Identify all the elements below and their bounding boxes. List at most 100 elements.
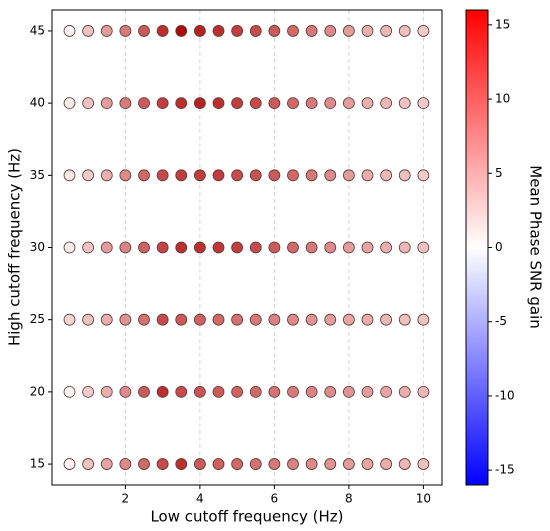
point <box>342 313 355 326</box>
point <box>82 313 95 326</box>
point <box>175 241 188 254</box>
point <box>398 241 411 254</box>
colorbar-tick-label: 0 <box>495 240 503 254</box>
y-tick-label: 25 <box>30 312 45 326</box>
point <box>82 385 95 398</box>
point <box>249 241 262 254</box>
point <box>342 458 355 470</box>
point <box>249 97 262 110</box>
point <box>268 25 281 37</box>
x-tick-label: 6 <box>271 492 279 506</box>
y-tick-label: 30 <box>30 240 45 254</box>
point <box>324 313 337 326</box>
point <box>138 458 150 470</box>
point <box>119 241 132 254</box>
point <box>156 385 169 398</box>
point <box>119 385 132 398</box>
x-tick-label: 8 <box>345 492 353 506</box>
point <box>361 25 374 37</box>
point <box>268 241 281 254</box>
point <box>287 458 299 470</box>
point <box>100 313 113 326</box>
point <box>138 241 150 254</box>
point <box>287 385 299 398</box>
point <box>398 25 411 37</box>
point <box>417 97 430 110</box>
point <box>342 169 355 182</box>
point <box>417 169 430 182</box>
point <box>361 458 374 470</box>
point <box>249 169 262 182</box>
point <box>63 313 76 326</box>
point <box>305 385 318 398</box>
point <box>212 169 225 182</box>
point <box>212 385 225 398</box>
point <box>100 385 113 398</box>
point <box>193 97 206 110</box>
point <box>212 25 225 37</box>
point <box>287 241 299 254</box>
point <box>305 25 318 37</box>
point <box>398 313 411 326</box>
point <box>380 241 393 254</box>
x-tick-label: 4 <box>196 492 204 506</box>
colorbar-tick-label: -10 <box>495 388 515 402</box>
point <box>156 313 169 326</box>
point <box>231 97 244 110</box>
point <box>63 458 76 470</box>
point <box>193 385 206 398</box>
point <box>417 385 430 398</box>
plot-frame <box>51 9 443 486</box>
point <box>82 458 95 470</box>
point <box>249 385 262 398</box>
point <box>380 169 393 182</box>
point <box>175 458 188 470</box>
y-tick-label: 40 <box>30 96 45 110</box>
point <box>193 169 206 182</box>
point <box>193 458 206 470</box>
point <box>305 458 318 470</box>
point <box>231 241 244 254</box>
point <box>82 97 95 110</box>
point <box>100 241 113 254</box>
point <box>268 313 281 326</box>
point <box>138 25 150 37</box>
point <box>380 313 393 326</box>
point <box>212 97 225 110</box>
point <box>156 241 169 254</box>
point <box>175 25 188 37</box>
point <box>380 458 393 470</box>
point <box>63 97 76 110</box>
point <box>287 313 299 326</box>
colorbar-tick-label: -15 <box>495 463 515 477</box>
point <box>305 97 318 110</box>
point <box>380 25 393 37</box>
point <box>138 385 150 398</box>
point <box>231 313 244 326</box>
point <box>324 25 337 37</box>
point <box>119 313 132 326</box>
point <box>100 458 113 470</box>
point <box>398 169 411 182</box>
point <box>100 25 113 37</box>
point <box>398 97 411 110</box>
point <box>324 241 337 254</box>
point <box>305 241 318 254</box>
colorbar <box>465 9 489 486</box>
point <box>63 25 76 37</box>
point <box>193 241 206 254</box>
y-tick-label: 45 <box>30 23 45 37</box>
point <box>82 169 95 182</box>
y-tick-label: 15 <box>30 457 45 471</box>
point <box>380 97 393 110</box>
point <box>119 97 132 110</box>
point <box>138 97 150 110</box>
point <box>82 25 95 37</box>
x-tick-label: 2 <box>122 492 130 506</box>
point <box>324 458 337 470</box>
point <box>63 169 76 182</box>
colorbar-tick-label: 15 <box>495 17 510 31</box>
point <box>417 458 430 470</box>
point <box>156 458 169 470</box>
